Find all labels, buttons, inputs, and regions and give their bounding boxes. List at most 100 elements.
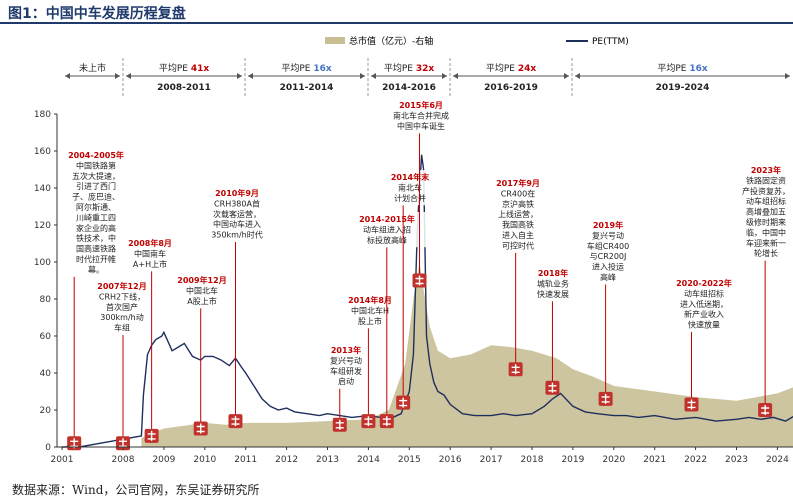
event-text: 中国北车H (351, 305, 389, 315)
crrc-logo-mark (364, 416, 373, 427)
y-tick-label: 120 (34, 221, 51, 231)
x-tick-label: 2019 (561, 455, 584, 465)
event-text: 级修时期来 (746, 217, 786, 227)
period-pe-prefix: 平均PE (159, 62, 191, 74)
event-box (167, 273, 237, 309)
event-box (487, 176, 549, 253)
event-box (323, 343, 369, 389)
event-text: 股上市 (358, 316, 382, 326)
event-text: 轮增长 (754, 248, 778, 258)
period-pe-prefix: 平均PE (281, 62, 313, 74)
crrc-logo-mark (399, 397, 408, 408)
y-tick-label: 60 (40, 332, 52, 342)
x-tick-label: 2009 (152, 455, 175, 465)
y-tick-label: 140 (34, 184, 51, 194)
x-tick-label: 2012 (275, 455, 298, 465)
event-text: CRH2下线， (99, 291, 145, 301)
period-years: 2014-2016 (382, 83, 436, 93)
x-tick-label: 2010 (193, 455, 216, 465)
event-date: 2020-2022年 (676, 278, 732, 288)
event-text: 动车组招标 (746, 196, 786, 206)
event-text: 产投资复苏， (742, 186, 790, 196)
event-text: 川崎重工四 (76, 212, 116, 222)
event-text: 临，中国中 (746, 227, 786, 237)
event-date: 2017年9月 (496, 178, 540, 188)
figure-title: 图1：中国中车发展历程复盘 (8, 6, 186, 22)
event-text: 动车组招标 (684, 288, 724, 298)
period-years: 2008-2011 (157, 83, 211, 93)
x-tick-label: 2024 (766, 455, 789, 465)
period-pe: 平均PE 32x (384, 62, 435, 74)
event-text: A股上市 (187, 296, 216, 306)
event-text: 350km/h时代 (211, 230, 262, 240)
event-text: 中国中车诞生 (397, 121, 445, 131)
event-date: 2004-2005年 (68, 150, 124, 160)
legend-swatch-market-cap (325, 37, 345, 44)
x-tick-label: 2017 (480, 455, 503, 465)
period-years: 2011-2014 (280, 83, 334, 93)
event-text: 高增叠加五 (746, 207, 786, 217)
event-icons (67, 273, 773, 451)
event-text: 车迎来新一 (746, 238, 786, 248)
event-date: 2007年12月 (97, 281, 146, 291)
event-text: 五次大提速， (72, 171, 120, 181)
event-date: 2014-2015年 (359, 214, 415, 224)
x-tick-label: 2021 (643, 455, 666, 465)
event-text: 阿尔斯通、 (76, 202, 116, 212)
event-date: 2023年 (751, 165, 781, 175)
x-tick-label: 2001 (51, 455, 74, 465)
event-text: 家企业的高 (76, 223, 116, 233)
title-rule (0, 22, 793, 24)
event-text: 首次国产 (106, 302, 138, 312)
period-pe-value: 32x (416, 64, 435, 74)
period-pe-value: 16x (313, 64, 332, 74)
event-text: 进入投运 (592, 262, 624, 272)
period-bar: 未上市 平均PE 41x 2008-2011 平均PE 16x 2011-2014 平均P… (65, 58, 790, 96)
chart: 总市值（亿元）-右轴 PE(TTM) 未上市 平均PE 41x 2008-2011 平… (34, 35, 793, 465)
event-date: 2015年6月 (399, 100, 443, 110)
event-box (119, 236, 181, 272)
period-years: 2019-2024 (656, 83, 710, 93)
period-pe-prefix: 平均PE (384, 62, 416, 74)
y-tick-label: 100 (34, 258, 51, 268)
period-pe: 平均PE 41x (159, 62, 210, 74)
event-box (530, 266, 576, 302)
event-text: 我国高铁 (502, 220, 534, 230)
event-box (383, 170, 437, 206)
event-text: 铁技术，中 (76, 233, 116, 243)
plot-area (62, 154, 793, 448)
event-text: 中国南车 (134, 248, 166, 258)
event-box (339, 293, 401, 329)
event-text: 复兴号动 (592, 230, 624, 240)
x-tick-label: 2011 (234, 455, 257, 465)
event-text: 快速放量 (688, 320, 720, 330)
event-text: 车组CR400 (587, 241, 629, 251)
period-pe-value: 16x (689, 64, 708, 74)
event-text: 城轨业务 (537, 278, 569, 288)
pe-line (62, 154, 793, 448)
crrc-logo-mark (382, 416, 391, 427)
x-tick-label: 2016 (439, 455, 462, 465)
crrc-logo-mark (511, 364, 520, 375)
x-tick-label: 2023 (725, 455, 748, 465)
event-text: CRH380A首 (214, 198, 260, 208)
event-box (577, 218, 639, 285)
y-tick-label: 80 (40, 295, 52, 305)
y-tick-label: 20 (40, 406, 52, 416)
event-text: 中国铁路第 (76, 160, 116, 170)
crrc-logo-mark (687, 399, 696, 410)
event-text: 南北车合并完成 (393, 110, 449, 120)
event-text: 新产业收入 (684, 309, 724, 319)
event-text: 国高速铁路 (76, 244, 116, 254)
x-tick-label: 2013 (316, 455, 339, 465)
x-tick-label: 2020 (602, 455, 625, 465)
event-date: 2019年 (593, 220, 623, 230)
crrc-logo-mark (415, 275, 424, 286)
period-pe-value: 41x (191, 64, 210, 74)
event-text: 可控时代 (502, 240, 534, 250)
y-tick-label: 160 (34, 147, 51, 157)
period-years: 2016-2019 (484, 83, 538, 93)
event-box (198, 186, 276, 242)
crrc-logo-mark (335, 419, 344, 430)
x-tick-label: 2018 (521, 455, 544, 465)
